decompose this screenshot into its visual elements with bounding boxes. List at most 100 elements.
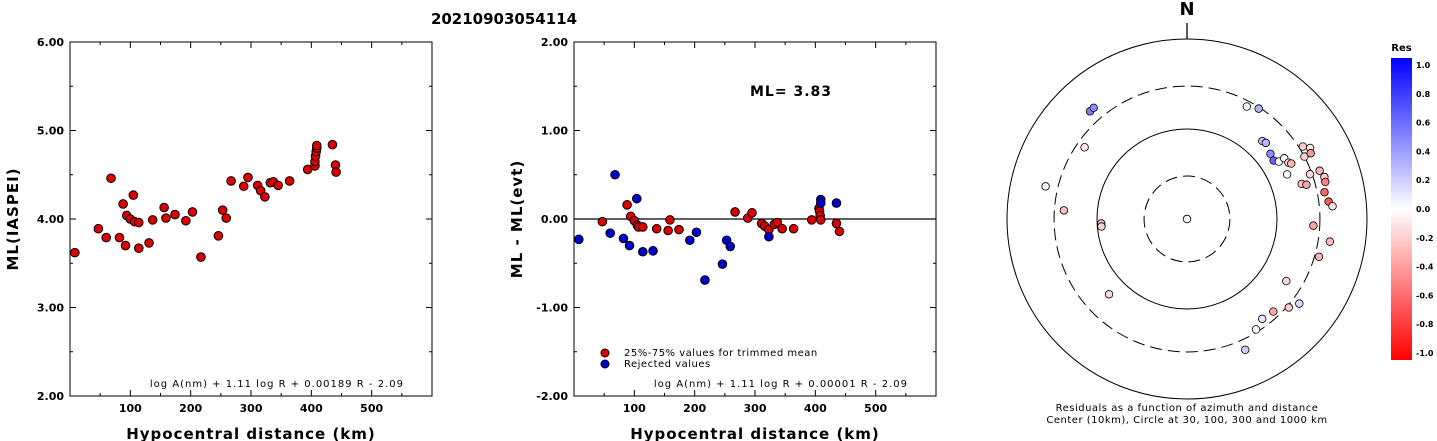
ml-residual-vs-distance-plot: 100 200 300 400 500 -2.00 -1.00 0.00 1.00 2.00 Hyp… [508,36,937,441]
ml-vs-distance-plot: 100 200 300 400 500 2.00 3.00 4.00 5.00 6.00 Hypoc… [4,36,433,441]
data-point [238,181,249,192]
station-point [1298,142,1308,151]
station-point [1097,222,1106,231]
data-point [624,240,635,251]
data-point [273,180,283,191]
formula-label: log A(nm) + 1.11 log R + 0.00001 R - 2.0… [654,379,908,390]
data-point [187,207,198,217]
data-point [747,208,757,218]
data-point [637,222,648,232]
formula-label: log A(nm) + 1.11 log R + 0.00189 R - 2.0… [150,379,404,390]
y-axis-label: ML - ML(evt) [508,160,526,278]
x-tick-label: 200 [683,402,706,415]
y-tick-label: -2.00 [536,390,568,403]
data-point [161,213,171,223]
data-point [133,243,144,254]
data-point [217,205,228,215]
data-point [159,202,169,213]
data-point [605,228,616,238]
station-point [1089,103,1098,113]
x-axis-label: Hypocentral distance (km) [126,425,376,441]
station-point [1242,102,1251,111]
data-point [637,246,648,257]
data-point [327,139,338,150]
station-point [1325,237,1335,246]
colorbar-tick-label: -0.6 [1416,291,1434,300]
data-point [120,240,131,251]
x-tick-label: 100 [623,402,646,415]
ring-100km [1096,128,1278,310]
data-point [691,227,702,238]
y-tick-label: -1.00 [536,302,568,315]
data-point [114,232,125,243]
colorbar-fill [1391,58,1412,360]
data-point [226,176,236,186]
station-point [1182,214,1192,224]
data-point [618,233,629,244]
station-point [1302,180,1311,189]
data-point [725,241,736,252]
data-point [597,216,608,227]
data-point [243,172,253,183]
station-point [1251,325,1261,334]
data-point [777,223,787,234]
colorbar-tick-label: -0.4 [1416,263,1434,272]
data-point [764,231,774,242]
x-tick-label: 300 [240,402,263,415]
data-point [284,176,295,186]
legend-label: Rejected values [624,359,711,370]
data-point [772,217,783,228]
data-point [788,223,799,234]
colorbar-tick-label: 0.8 [1416,90,1431,99]
data-point [648,246,658,256]
y-tick-label: 3.00 [37,302,64,315]
ml-value-label: ML= 3.83 [750,84,832,100]
y-tick-label: 6.00 [37,36,64,49]
data-point [118,199,128,209]
y-axis-label: ML(IASPEI) [4,167,22,270]
data-point [128,190,139,200]
data-point [717,259,728,269]
station-point [1315,166,1324,175]
x-tick-label: 500 [864,402,887,415]
data-point [831,198,842,208]
x-axis-label: Hypocentral distance (km) [630,425,880,441]
station-point [1254,104,1263,113]
x-tick-label: 500 [360,402,383,415]
polar-caption-line2: Center (10km), Circle at 30, 100, 300 an… [1046,415,1327,426]
station-point [1305,170,1315,179]
data-point [574,234,584,245]
data-point [181,215,191,226]
data-point [730,207,740,217]
data-point [831,218,842,229]
data-point [101,232,111,243]
station-point [1314,252,1324,262]
y-tick-label: 2.00 [541,36,568,49]
data-point [834,226,845,237]
legend-marker [600,348,610,358]
residual-colorbar: Res 1.0 0.8 0.6 0.4 0.2 0.0 -0.2 -0.4 -0.6 -0.8 -1.… [1391,43,1434,360]
data-point [260,192,270,202]
data-point [196,252,206,262]
station-point [1306,149,1315,158]
data-point [622,200,632,210]
station-point [1080,143,1089,152]
data-point [806,215,817,225]
station-point [1287,159,1296,168]
data-point [170,209,180,220]
data-point [665,215,675,225]
data-point [631,193,642,204]
data-point [70,247,80,258]
ring-30km [1143,175,1231,263]
station-point [1284,303,1293,312]
colorbar-title: Res [1391,43,1411,54]
data-point [663,225,673,236]
x-tick-label: 400 [300,402,323,415]
data-point [610,169,620,180]
y-tick-label: 4.00 [37,213,64,226]
data-point [106,173,116,184]
colorbar-tick-label: 0.6 [1416,119,1431,128]
data-point [685,235,695,246]
y-tick-label: 5.00 [37,125,64,138]
